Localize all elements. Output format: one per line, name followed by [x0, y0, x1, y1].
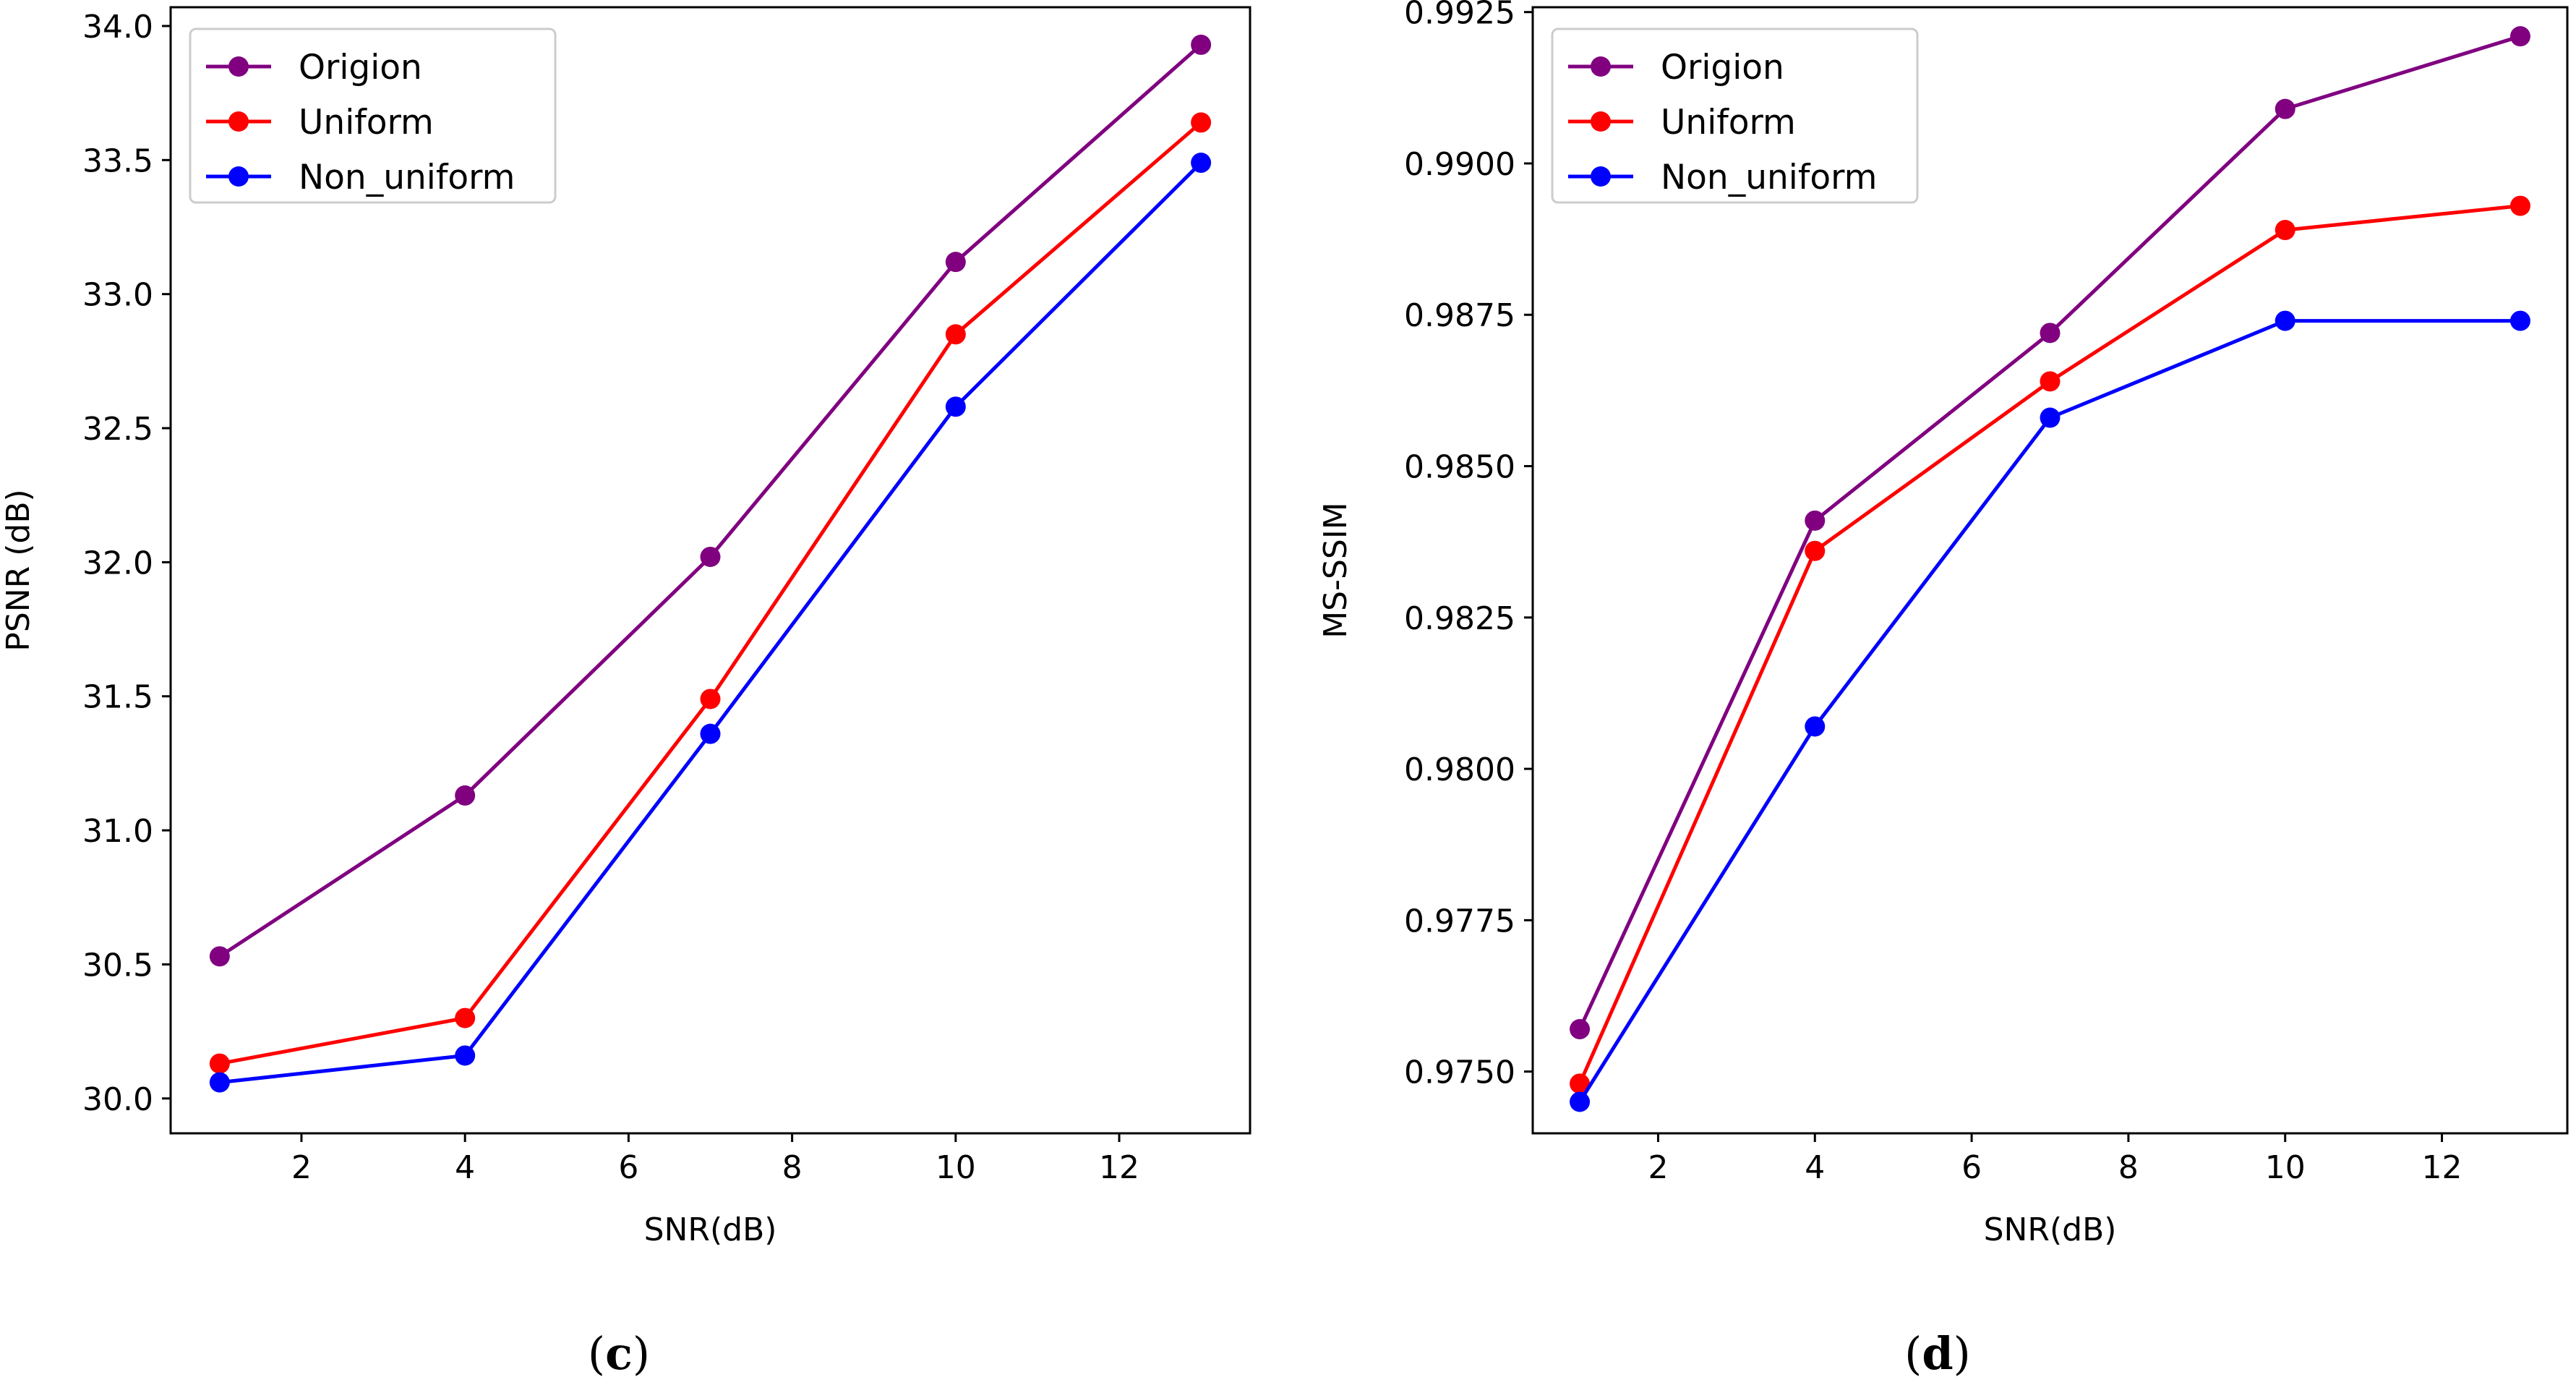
caption-letter: c: [605, 1327, 633, 1380]
x-tick-label: 6: [618, 1149, 638, 1186]
y-tick-label: 30.0: [82, 1081, 153, 1118]
data-point-non-uniform: [1191, 153, 1212, 174]
data-point-uniform: [2040, 371, 2061, 392]
data-point-origion: [1570, 1019, 1591, 1040]
legend-label-uniform: Uniform: [299, 103, 434, 142]
caption-close-paren: ): [1954, 1327, 1971, 1380]
legend-marker-origion: [228, 56, 249, 77]
x-tick-label: 12: [2422, 1149, 2462, 1186]
legend-label-origion: Origion: [1661, 48, 1784, 88]
y-axis-label: PSNR (dB): [0, 489, 37, 651]
ms-ssim-chart: 2 4 6 8 10 12 0.9750 0.9775 0.9800 0.9825 0.9850 0.…: [1317, 0, 2569, 1380]
y-tick-label: 0.9900: [1404, 146, 1515, 183]
y-tick-label: 31.5: [82, 679, 153, 716]
legend-marker-non-uniform: [228, 166, 249, 187]
series-line-non-uniform: [1578, 319, 2520, 1103]
legend-marker-uniform: [1591, 111, 1611, 132]
y-tick-label: 0.9750: [1404, 1054, 1515, 1091]
legend-label-non-uniform: Non_uniform: [299, 158, 515, 197]
data-point-origion: [945, 252, 966, 273]
x-tick-label: 4: [455, 1149, 475, 1186]
x-tick-label: 10: [936, 1149, 976, 1186]
data-point-non-uniform: [2275, 310, 2295, 331]
data-point-uniform: [1805, 540, 1826, 561]
y-tick-label: 0.9925: [1404, 0, 1515, 32]
caption-open-paren: (: [588, 1327, 605, 1380]
y-tick-label: 34.0: [82, 9, 153, 46]
x-tick-label: 4: [1805, 1149, 1825, 1186]
data-point-non-uniform: [2040, 407, 2061, 428]
x-tick-label: 2: [291, 1149, 312, 1186]
data-point-origion: [2040, 323, 2061, 344]
y-tick-label: 30.5: [82, 947, 153, 984]
x-tick-label: 8: [782, 1149, 803, 1186]
legend-label-origion: Origion: [299, 48, 422, 88]
legend-marker-origion: [1591, 56, 1611, 77]
legend-marker-uniform: [228, 111, 249, 132]
data-point-uniform: [945, 324, 966, 345]
data-point-non-uniform: [2509, 310, 2530, 331]
data-point-uniform: [2509, 195, 2530, 216]
data-point-non-uniform: [209, 1072, 230, 1093]
data-point-uniform: [1191, 112, 1212, 133]
caption-close-paren: ): [633, 1327, 650, 1380]
data-point-uniform: [455, 1007, 476, 1028]
data-point-uniform: [2275, 220, 2295, 241]
y-tick-label: 0.9775: [1404, 903, 1515, 939]
data-point-origion: [455, 785, 476, 806]
y-tick-label: 32.0: [82, 545, 153, 581]
legend-box: [1551, 27, 1919, 204]
data-point-origion: [209, 946, 230, 967]
y-tick-label: 32.5: [82, 411, 153, 448]
series-line-uniform: [219, 121, 1202, 1066]
legend-label-non-uniform: Non_uniform: [1661, 158, 1877, 197]
data-point-non-uniform: [700, 723, 721, 744]
data-point-origion: [2275, 98, 2295, 119]
data-point-uniform: [209, 1053, 230, 1074]
x-tick-label: 6: [1961, 1149, 1982, 1186]
y-tick-label: 0.9875: [1404, 297, 1515, 334]
x-tick-label: 2: [1648, 1149, 1668, 1186]
y-tick-label: 31.0: [82, 813, 153, 850]
legend-marker-non-uniform: [1591, 166, 1611, 187]
data-point-origion: [1805, 510, 1826, 531]
data-point-origion: [700, 546, 721, 567]
y-tick-label: 33.0: [82, 277, 153, 314]
x-tick-label: 12: [1099, 1149, 1139, 1186]
y-axis-label: MS-SSIM: [1317, 502, 1354, 639]
data-point-non-uniform: [455, 1045, 476, 1066]
x-tick-label: 10: [2265, 1149, 2306, 1186]
series-line-non-uniform: [219, 161, 1202, 1085]
caption-open-paren: (: [1904, 1327, 1922, 1380]
data-point-origion: [1191, 34, 1212, 55]
y-tick-label: 0.9825: [1404, 600, 1515, 637]
legend-label-uniform: Uniform: [1661, 103, 1796, 142]
x-axis-label: SNR(dB): [644, 1211, 777, 1248]
psnr-chart: 2 4 6 8 10 12 30.0 30.5 31.0 31.5 32.0 32.5 33.0 33.5…: [0, 6, 1251, 1380]
y-tick-label: 0.9800: [1404, 751, 1515, 788]
panel-caption: (c): [588, 1327, 650, 1380]
caption-letter: d: [1922, 1327, 1953, 1380]
data-point-non-uniform: [945, 396, 966, 417]
panel-caption: (d): [1904, 1327, 1971, 1380]
data-point-origion: [2509, 26, 2530, 47]
data-point-uniform: [700, 689, 721, 709]
plot-frame: [169, 6, 1251, 1135]
x-tick-label: 8: [2118, 1149, 2139, 1186]
data-point-uniform: [1570, 1073, 1591, 1094]
data-point-non-uniform: [1570, 1091, 1591, 1112]
plot-frame: [1531, 6, 2569, 1135]
data-point-non-uniform: [1805, 716, 1826, 737]
x-axis-label: SNR(dB): [1984, 1211, 2117, 1248]
y-tick-label: 0.9850: [1404, 449, 1515, 486]
y-tick-label: 33.5: [82, 142, 153, 179]
legend-box: [189, 27, 557, 204]
